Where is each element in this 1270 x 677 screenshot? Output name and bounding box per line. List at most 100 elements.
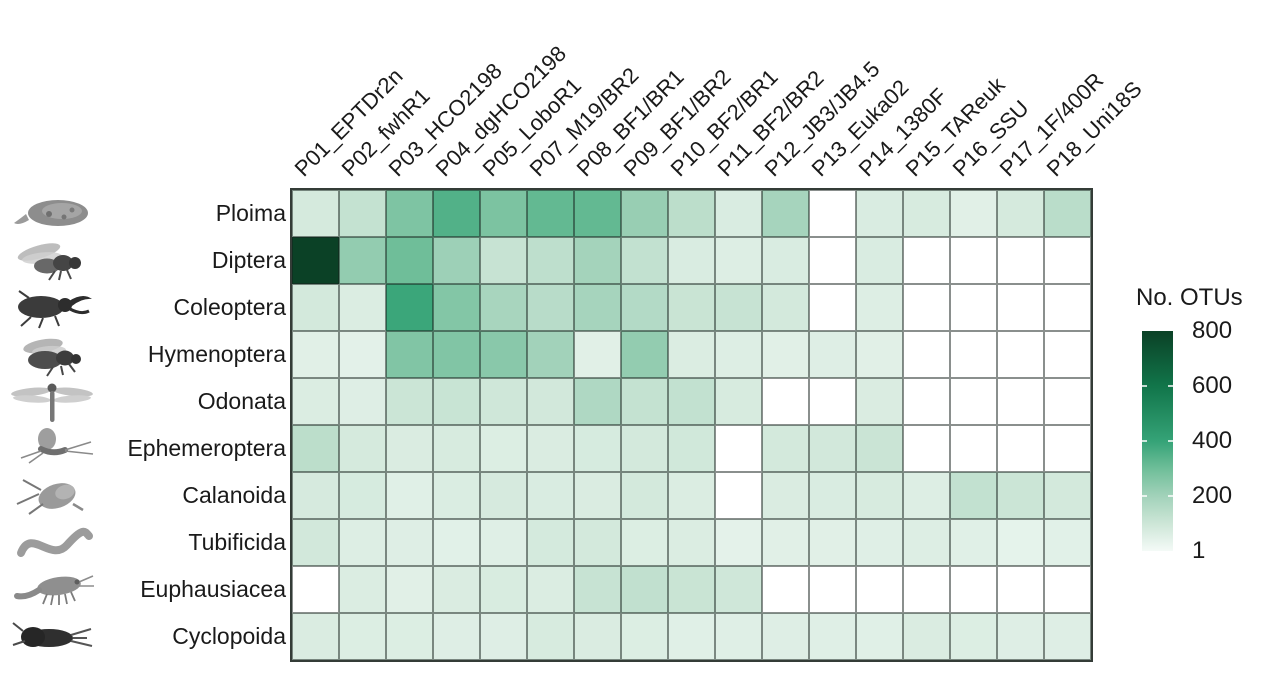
heatmap-cell — [809, 237, 856, 284]
heatmap-cell — [950, 472, 997, 519]
row-label: Ephemeroptera — [127, 435, 286, 461]
legend-tick-label: 1 — [1192, 537, 1206, 564]
heatmap-cell — [621, 284, 668, 331]
heatmap-cell — [527, 237, 574, 284]
heatmap-cell — [715, 613, 762, 660]
krill-icon — [4, 566, 100, 613]
heatmap-cell — [762, 613, 809, 660]
heatmap-cell — [386, 378, 433, 425]
heatmap-cell — [809, 331, 856, 378]
heatmap-cell — [903, 331, 950, 378]
heatmap-cell — [715, 519, 762, 566]
heatmap-cell — [950, 331, 997, 378]
heatmap-cell — [386, 284, 433, 331]
legend-title: No. OTUs — [1136, 284, 1243, 311]
heatmap-cell — [292, 519, 339, 566]
heatmap-cell — [809, 190, 856, 237]
heatmap-cell — [997, 237, 1044, 284]
heatmap-cell — [339, 237, 386, 284]
heatmap-cell — [668, 566, 715, 613]
heatmap-cell — [856, 519, 903, 566]
heatmap-cell — [903, 519, 950, 566]
heatmap-cell — [668, 284, 715, 331]
heatmap-cell — [668, 190, 715, 237]
legend-tickmark — [1168, 385, 1173, 388]
heatmap-cell — [1044, 472, 1091, 519]
heatmap-cell — [480, 237, 527, 284]
heatmap-cell — [715, 378, 762, 425]
row-label: Euphausiacea — [140, 576, 286, 602]
heatmap-cell — [621, 566, 668, 613]
heatmap-cell — [574, 284, 621, 331]
heatmap-cell — [762, 284, 809, 331]
heatmap-cell — [339, 284, 386, 331]
heatmap-cell — [386, 190, 433, 237]
legend-tickmark — [1168, 495, 1173, 498]
heatmap-cell — [292, 425, 339, 472]
heatmap-cell — [903, 284, 950, 331]
heatmap-cell — [950, 566, 997, 613]
heatmap-cell — [856, 331, 903, 378]
heatmap-cell — [574, 519, 621, 566]
heatmap-cell — [1044, 613, 1091, 660]
heatmap-cell — [292, 284, 339, 331]
heatmap-cell — [903, 566, 950, 613]
heatmap-cell — [386, 566, 433, 613]
row-label: Hymenoptera — [147, 341, 286, 367]
heatmap-cell — [339, 472, 386, 519]
heatmap-cell — [997, 331, 1044, 378]
heatmap-cell — [668, 237, 715, 284]
heatmap-cell — [480, 425, 527, 472]
heatmap-cell — [292, 566, 339, 613]
heatmap-cell — [856, 284, 903, 331]
heatmap-cell — [1044, 237, 1091, 284]
heatmap-cell — [903, 425, 950, 472]
heatmap-cell — [668, 425, 715, 472]
heatmap-cell — [903, 613, 950, 660]
heatmap-cell — [527, 613, 574, 660]
heatmap-cell — [762, 190, 809, 237]
heatmap-cell — [433, 378, 480, 425]
heatmap-cell — [950, 284, 997, 331]
dragonfly-icon — [4, 378, 100, 425]
heatmap-cell — [715, 190, 762, 237]
heatmap-cell — [621, 237, 668, 284]
heatmap-cell — [433, 613, 480, 660]
heatmap-cell — [292, 613, 339, 660]
heatmap-cell — [527, 331, 574, 378]
heatmap-cell — [574, 613, 621, 660]
heatmap-cell — [762, 237, 809, 284]
heatmap-cell — [715, 237, 762, 284]
heatmap-cell — [856, 237, 903, 284]
heatmap-cell — [997, 190, 1044, 237]
heatmap-cell — [856, 566, 903, 613]
heatmap-cell — [715, 566, 762, 613]
heatmap-cell — [292, 472, 339, 519]
heatmap-cell — [1044, 566, 1091, 613]
heatmap-cell — [621, 519, 668, 566]
heatmap-cell — [621, 331, 668, 378]
heatmap-grid — [290, 188, 1093, 662]
heatmap-cell — [527, 472, 574, 519]
heatmap-cell — [527, 378, 574, 425]
heatmap-cell — [856, 425, 903, 472]
heatmap-cell — [997, 519, 1044, 566]
heatmap-cell — [997, 613, 1044, 660]
heatmap-cell — [950, 613, 997, 660]
mayfly-icon — [4, 425, 100, 472]
heatmap-cell — [292, 331, 339, 378]
worm-icon — [4, 519, 100, 566]
heatmap-cell — [668, 331, 715, 378]
heatmap-cell — [715, 425, 762, 472]
row-label: Odonata — [197, 388, 286, 414]
heatmap-cell — [621, 613, 668, 660]
legend-tickmark — [1142, 385, 1147, 388]
heatmap-cell — [574, 190, 621, 237]
heatmap-cell — [668, 613, 715, 660]
heatmap-cell — [715, 472, 762, 519]
heatmap-cell — [809, 613, 856, 660]
heatmap-cell — [386, 425, 433, 472]
heatmap-cell — [1044, 284, 1091, 331]
row-label: Coleoptera — [173, 294, 286, 320]
heatmap-cell — [950, 425, 997, 472]
